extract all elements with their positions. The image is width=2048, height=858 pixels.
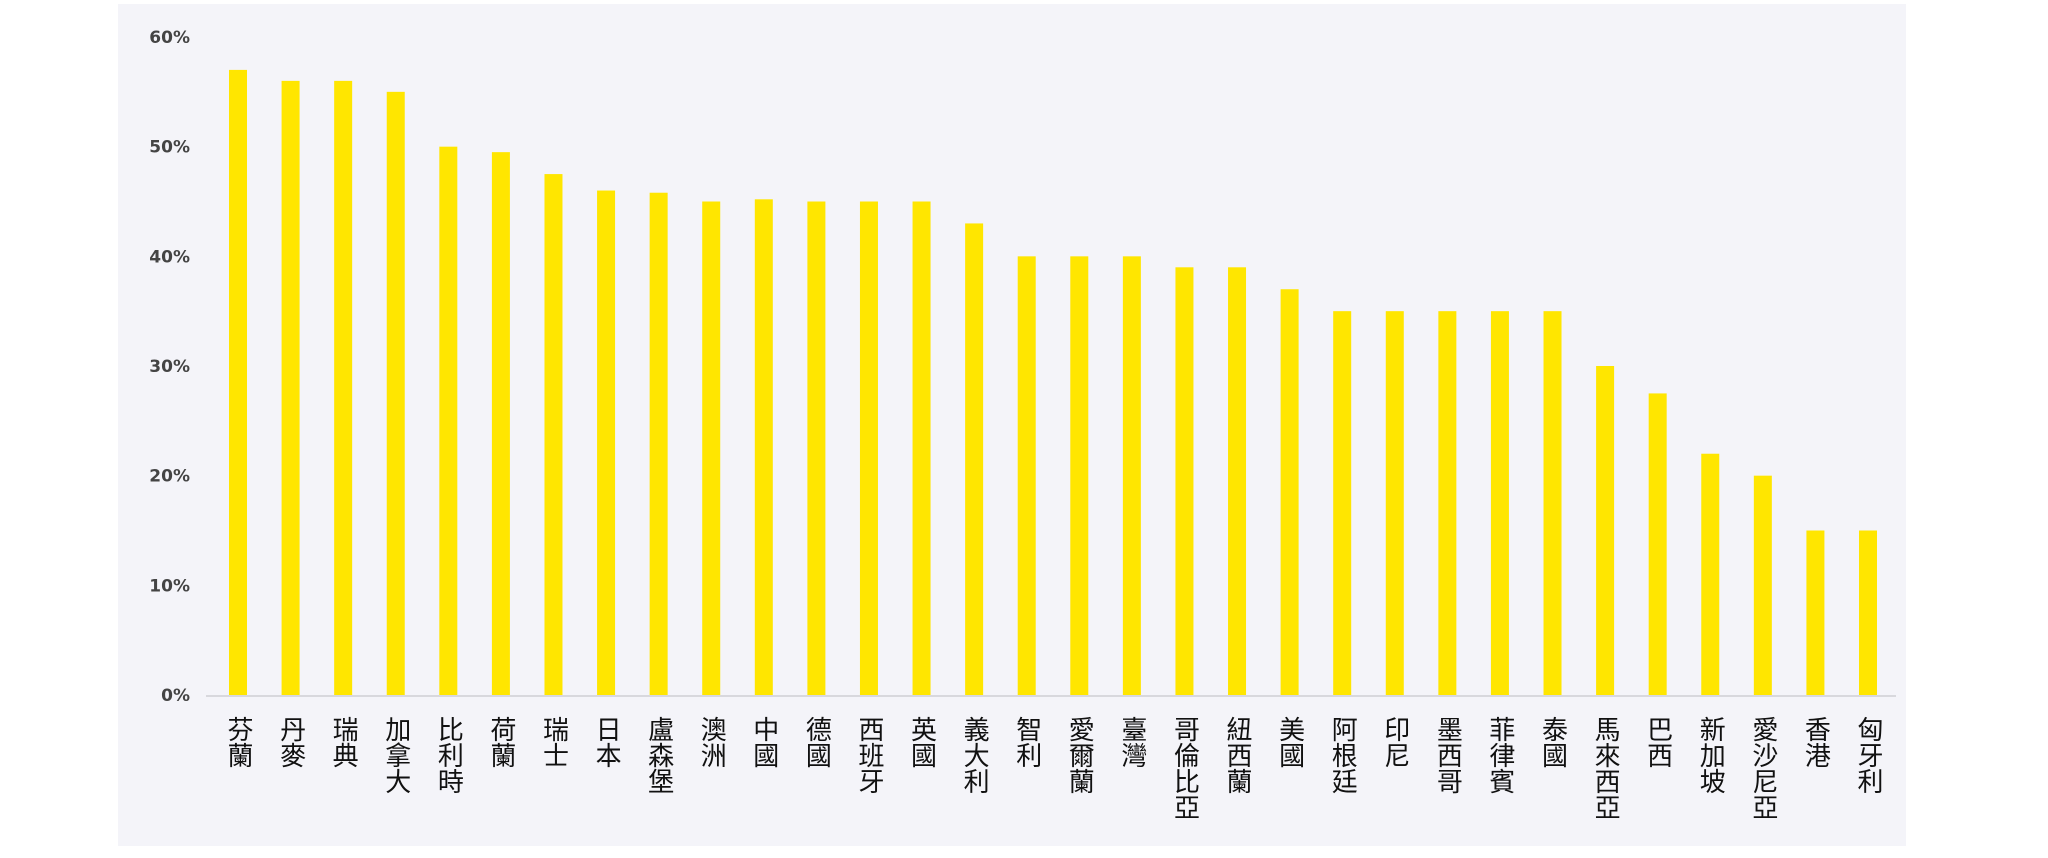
y-axis: 0% 10% 20% 30% 40% 50% 60%	[149, 28, 190, 706]
chart-panel: 0% 10% 20% 30% 40% 50% 60% 芬蘭 丹麥 瑞典 加拿大 比利時 荷蘭 瑞士 日本盧…	[118, 4, 1906, 846]
bar-chart: 0% 10% 20% 30% 40% 50% 60%	[149, 28, 1896, 706]
x-tick-label: 愛爾蘭	[1064, 716, 1095, 794]
bar-印尼	[1385, 311, 1404, 695]
x-tick-label: 丹麥	[275, 716, 306, 768]
bar-加拿大	[386, 91, 405, 696]
y-tick-label: 60%	[149, 28, 190, 48]
x-tick-label: 日本	[591, 716, 622, 768]
x-tick-label: 芬蘭	[223, 716, 253, 768]
x-tick-label: 中國	[748, 716, 779, 768]
bars	[229, 69, 1877, 696]
bar-日本	[597, 190, 616, 696]
x-tick-label: 哥倫比亞	[1169, 716, 1200, 820]
x-tick-label: 比利時	[433, 716, 464, 794]
bar-菲律賓	[1490, 311, 1509, 695]
bar-荷蘭	[491, 152, 510, 695]
x-tick-label: 瑞士	[538, 716, 569, 768]
y-tick-label: 20%	[149, 467, 190, 487]
x-tick-label: 臺灣	[1116, 716, 1147, 768]
x-tick-label: 新加坡	[1695, 716, 1726, 794]
y-tick-label: 50%	[149, 138, 190, 158]
y-tick-label: 40%	[149, 247, 190, 267]
bar-馬來西亞	[1596, 366, 1615, 695]
bar-英國	[912, 201, 931, 695]
bar-智利	[1017, 256, 1036, 695]
x-tick-label: 香港	[1800, 716, 1831, 768]
bar-丹麥	[281, 80, 300, 695]
x-tick-label: 荷蘭	[485, 716, 516, 768]
bar-盧森堡	[649, 192, 668, 695]
x-tick-label: 印尼	[1379, 716, 1410, 768]
bar-墨西哥	[1438, 311, 1457, 695]
bar-德國	[807, 201, 826, 695]
bar-香港	[1806, 530, 1825, 695]
bar-愛沙尼亞	[1753, 475, 1772, 695]
bar-阿根廷	[1333, 311, 1352, 695]
bar-愛爾蘭	[1070, 256, 1089, 695]
x-tick-label: 馬來西亞	[1590, 716, 1621, 820]
x-tick-label: 墨西哥	[1432, 716, 1463, 794]
x-tick-label: 愛沙尼亞	[1747, 716, 1778, 820]
x-tick-label: 盧森堡	[643, 716, 674, 794]
x-tick-label: 智利	[1011, 716, 1042, 768]
x-tick-label: 德國	[801, 716, 832, 768]
bar-瑞士	[544, 174, 563, 696]
bar-澳洲	[702, 201, 721, 695]
x-tick-label: 泰國	[1537, 716, 1568, 768]
x-tick-label: 義大利	[959, 716, 990, 794]
x-tick-label: 瑞典	[328, 716, 359, 768]
bar-瑞典	[334, 80, 353, 695]
x-tick-label: 英國	[906, 716, 937, 768]
x-tick-label: 美國	[1274, 716, 1305, 768]
bar-芬蘭	[229, 69, 247, 695]
bar-泰國	[1543, 311, 1562, 695]
bar-哥倫比亞	[1175, 267, 1194, 695]
bar-巴西	[1648, 393, 1667, 695]
bar-義大利	[965, 223, 984, 695]
x-tick-label: 菲律賓	[1484, 716, 1515, 794]
x-tick-label: 澳洲	[696, 716, 727, 768]
y-tick-label: 10%	[149, 576, 190, 596]
bar-西班牙	[859, 201, 878, 695]
bar-比利時	[439, 146, 458, 695]
y-tick-label: 30%	[149, 357, 190, 377]
bar-美國	[1280, 289, 1299, 695]
x-tick-label: 阿根廷	[1327, 716, 1358, 794]
bar-新加坡	[1701, 453, 1720, 695]
x-tick-label: 加拿大	[380, 716, 411, 794]
x-tick-label: 巴西	[1642, 716, 1673, 768]
y-tick-label: 0%	[161, 686, 190, 706]
bar-紐西蘭	[1228, 267, 1247, 695]
bar-中國	[754, 199, 773, 695]
x-tick-label: 紐西蘭	[1222, 716, 1253, 794]
x-tick-label: 西班牙	[853, 716, 884, 794]
bar-匈牙利	[1859, 530, 1877, 695]
bar-臺灣	[1122, 256, 1141, 695]
x-tick-label: 匈牙利	[1853, 716, 1883, 794]
